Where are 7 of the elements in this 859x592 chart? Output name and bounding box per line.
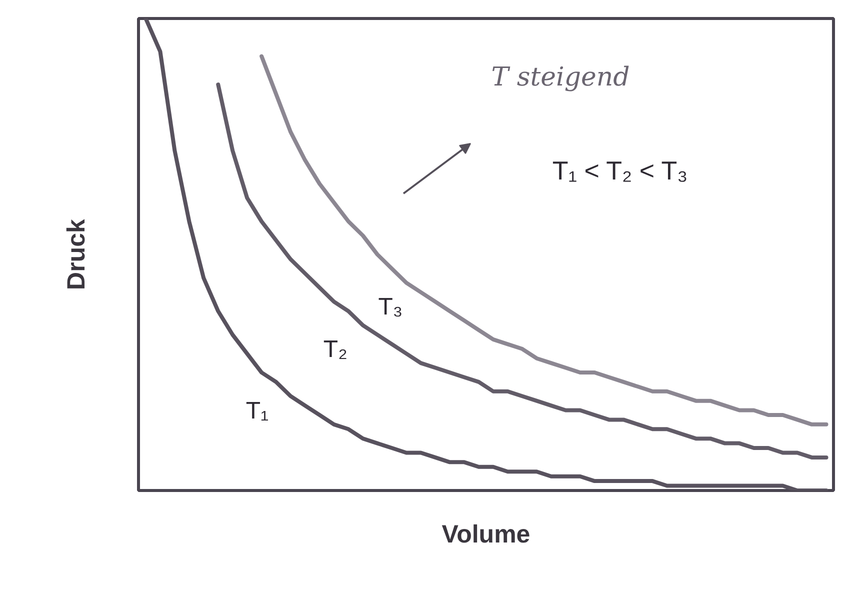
annotation: T steigend <box>491 62 630 92</box>
series-label: T₁ <box>246 397 269 424</box>
x-axis-title: Volume <box>442 520 530 548</box>
series-label: T₂ <box>323 336 348 364</box>
annotation: T₁ < T₂ < T₃ <box>552 156 688 186</box>
series-label: T₃ <box>378 294 403 321</box>
y-axis-title: Druck <box>62 218 90 290</box>
